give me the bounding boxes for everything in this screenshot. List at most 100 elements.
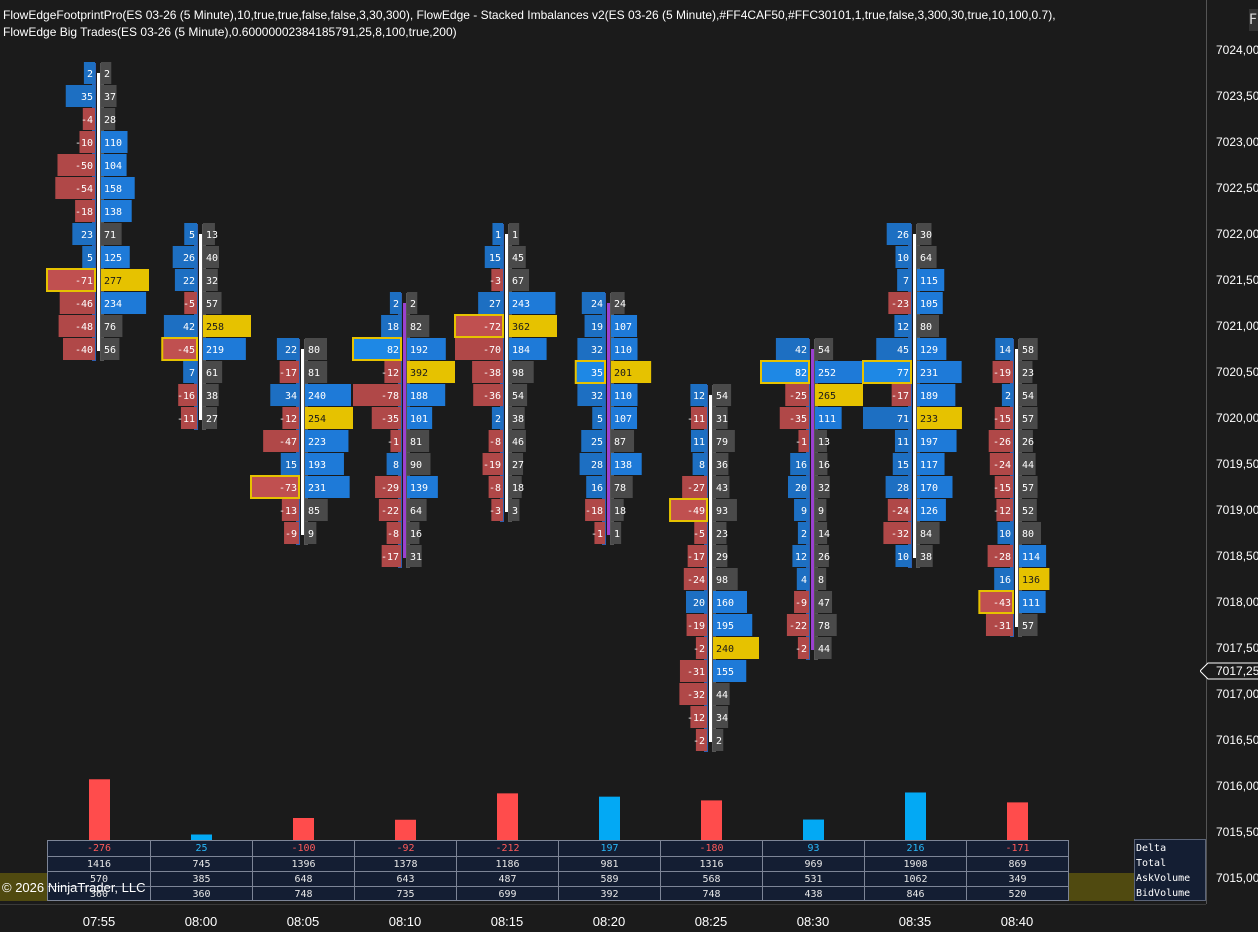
bid-value: 4 [801, 575, 807, 586]
price-tick-label: 7021,00 [1216, 319, 1258, 333]
ask-cell [509, 292, 556, 314]
ask-cell [815, 338, 834, 360]
panel-button[interactable]: F [1249, 9, 1258, 31]
bid-value: 9 [801, 506, 807, 517]
bid-cell [492, 223, 503, 245]
bid-value: 2 [1005, 391, 1011, 402]
ask-cell [101, 200, 132, 222]
footprint-bar-0755[interactable]: 2 2 35 37 -4 28 -10 110 -50 104 -54 158 -18 138 23 71 5 1… [46, 62, 149, 840]
ask-value: 71 [104, 230, 116, 241]
bid-cell [894, 315, 911, 337]
footprint-bar-0825[interactable]: 12 54 -11 31 11 79 8 36 -27 43 -49 93 -5 23 -17 29 -24 98… [669, 384, 759, 840]
ask-cell [101, 338, 120, 360]
bid-cell [478, 292, 503, 314]
ask-cell [101, 223, 122, 245]
bid-cell [978, 590, 1014, 614]
summary-delta-cell: -100 [252, 841, 354, 856]
candle-wick [97, 73, 100, 351]
ask-value: 233 [920, 414, 938, 425]
ask-value: 104 [104, 161, 122, 172]
summary-total-cell: 1416 [48, 856, 150, 871]
bid-cell [184, 292, 197, 314]
ask-cell [1019, 430, 1033, 452]
bid-value: -13 [279, 506, 297, 517]
bid-cell [375, 476, 401, 498]
indicator-header-line-2: FlowEdge Big Trades(ES 03-26 (5 Minute),… [3, 25, 457, 39]
delta-histogram-bar [701, 800, 722, 840]
bid-value: 12 [693, 391, 705, 402]
bid-cell [488, 476, 503, 498]
footprint-bar-0840[interactable]: 14 58 -19 23 2 54 -15 57 -26 26 -24 44 -15 57 -12 52 10 8… [978, 338, 1050, 840]
bid-cell [885, 476, 911, 498]
bid-value: 16 [591, 483, 603, 494]
price-tick-label: 7019,00 [1216, 503, 1258, 517]
ask-value: 87 [614, 437, 626, 448]
ask-value: 93 [716, 506, 728, 517]
footprint-bar-0805[interactable]: 22 80 -17 81 34 240 -12 254 -47 223 15 193 -73 231 -13… [250, 338, 353, 840]
bid-value: 15 [897, 460, 909, 471]
ask-value: 1 [614, 529, 620, 540]
ask-cell [713, 522, 727, 544]
footprint-bar-0815[interactable]: 1 1 15 45 -3 67 27 243 -72 362 -70 184 -38 98 -36 54 2 38… [454, 223, 557, 840]
bid-value: -45 [177, 345, 195, 356]
price-tick-label: 7020,50 [1216, 365, 1258, 379]
ask-cell [203, 384, 219, 406]
bid-cell [386, 453, 401, 475]
bid-cell [683, 568, 707, 590]
candle-wick [607, 303, 610, 535]
ask-value: 23 [716, 529, 728, 540]
ask-cell [611, 476, 633, 498]
bid-value: -17 [381, 552, 399, 563]
bid-value: -5 [183, 299, 195, 310]
summary-total-cell: 1316 [660, 856, 762, 871]
ask-cell [1019, 407, 1038, 429]
ask-value: 252 [818, 368, 836, 379]
ask-value: 1 [512, 230, 518, 241]
bid-value: 35 [81, 92, 93, 103]
bid-cell [794, 499, 809, 521]
footprint-bar-0810[interactable]: 2 2 18 82 82 192 -12 392 -78 188 -35 101 -1 81 8 90 -29 1… [352, 292, 455, 840]
bid-value: -54 [75, 184, 93, 195]
ask-value: 85 [308, 506, 320, 517]
bid-value: 27 [489, 299, 501, 310]
ask-cell [305, 361, 328, 383]
ask-cell [407, 407, 433, 429]
bid-cell [178, 384, 197, 406]
ask-value: 111 [1022, 598, 1040, 609]
footprint-bar-0830[interactable]: 42 54 82 252 -25 265 -35 111 -1 13 16 16 20 32 9 9 2 14 12… [760, 338, 863, 840]
bid-cell [83, 62, 95, 84]
bid-cell [892, 453, 911, 475]
footprint-bar-0800[interactable]: 5 13 26 40 22 32 -5 57 42 258 -45 219 7 61 -16 38 -11 27 [161, 223, 251, 840]
summary-bid-cell: 846 [864, 886, 966, 901]
ask-value: 158 [104, 184, 122, 195]
bid-value: 32 [591, 391, 603, 402]
summary-bid-cell: 360 [48, 886, 150, 901]
summary-ask-cell: 570 [48, 871, 150, 886]
ask-value: 54 [512, 391, 524, 402]
bid-value: -12 [687, 713, 705, 724]
summary-total-cell: 869 [966, 856, 1068, 871]
price-tick-label: 7018,00 [1216, 595, 1258, 609]
ask-cell [509, 246, 526, 268]
bid-cell [987, 545, 1013, 567]
ask-value: 110 [104, 138, 122, 149]
ask-cell [101, 177, 135, 199]
ask-cell [815, 384, 863, 406]
ask-cell [713, 706, 729, 728]
footprint-bar-0820[interactable]: 24 24 19 107 32 110 35 201 32 110 5 107 25 87 28 138 16 7… [574, 292, 652, 840]
ask-value: 34 [716, 713, 728, 724]
ask-value: 28 [104, 115, 116, 126]
bid-value: 34 [285, 391, 297, 402]
bid-value: -78 [381, 391, 399, 402]
ask-value: 189 [920, 391, 938, 402]
ask-cell [407, 476, 438, 498]
summary-delta-cell: -212 [456, 841, 558, 856]
summary-delta-cell: 197 [558, 841, 660, 856]
ask-value: 46 [512, 437, 524, 448]
bid-cell [63, 338, 95, 360]
ask-value: 254 [308, 414, 326, 425]
ask-value: 13 [818, 437, 830, 448]
ask-cell [509, 361, 534, 383]
